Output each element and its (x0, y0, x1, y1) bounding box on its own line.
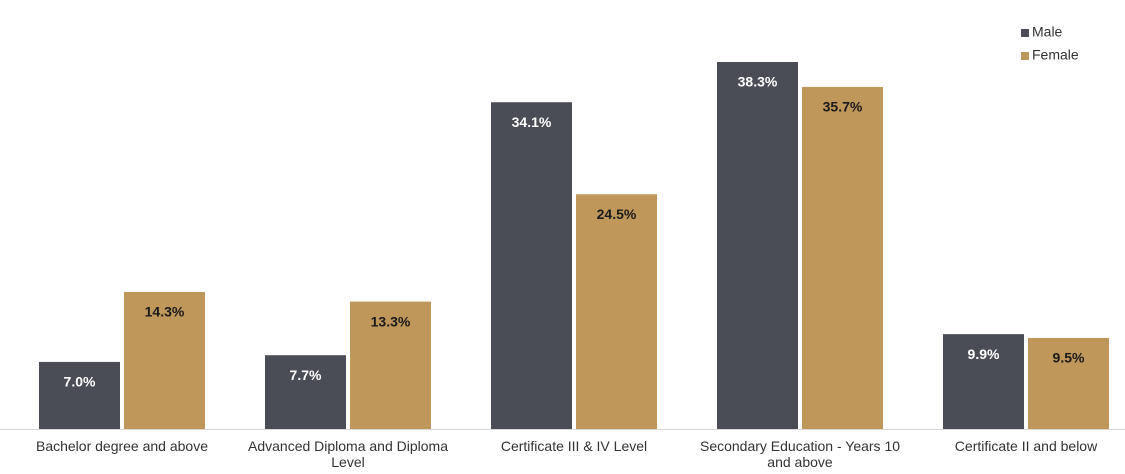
bar (717, 62, 798, 429)
x-tick-label: Certificate II and below (954, 438, 1098, 454)
value-label: 7.7% (290, 367, 322, 383)
legend-label: Female (1032, 47, 1079, 63)
legend-swatch (1021, 29, 1029, 37)
value-label: 38.3% (738, 74, 778, 90)
value-label: 9.9% (968, 346, 1000, 362)
bar (1028, 337, 1109, 429)
bar (802, 86, 883, 429)
bar (124, 291, 205, 429)
value-label: 24.5% (597, 206, 637, 222)
x-tick-label: Advanced Diploma and Diploma Level (248, 438, 448, 470)
value-label: 35.7% (823, 99, 863, 115)
value-label: 14.3% (145, 304, 185, 320)
value-label: 13.3% (371, 313, 411, 329)
bar (491, 102, 572, 430)
value-label: 9.5% (1053, 350, 1085, 366)
x-tick-label: Certificate III & IV Level (500, 438, 648, 454)
legend-swatch (1021, 52, 1029, 60)
bar (576, 194, 657, 429)
bar (350, 301, 431, 429)
bar (39, 361, 120, 429)
value-label: 34.1% (512, 114, 552, 130)
bar (265, 355, 346, 429)
x-tick-label: Secondary Education - Years 10 and above (699, 438, 901, 470)
x-tick-label: Bachelor degree and above (35, 438, 209, 454)
bar (943, 334, 1024, 429)
value-label: 7.0% (64, 374, 96, 390)
legend-label: Male (1032, 24, 1063, 40)
